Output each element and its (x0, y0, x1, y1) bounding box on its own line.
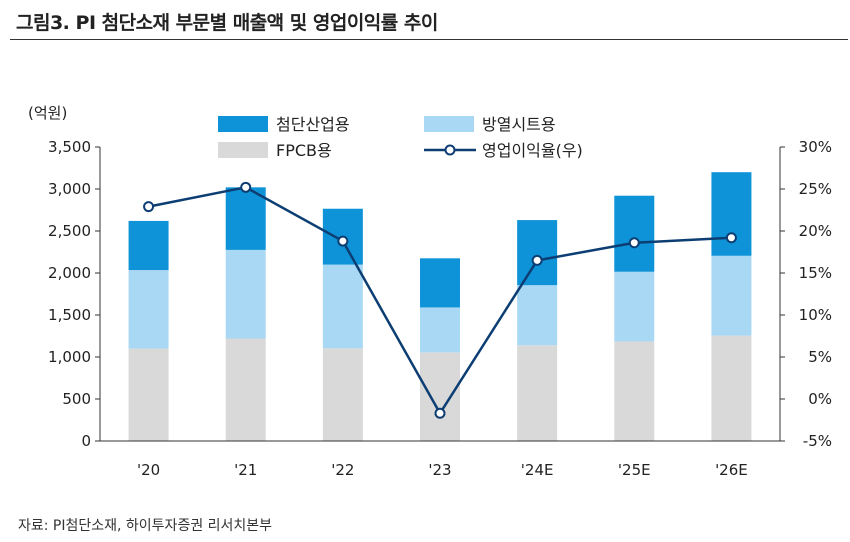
legend-label-첨단산업용: 첨단산업용 (276, 115, 350, 134)
bar-FPCB용-'24E (517, 345, 558, 441)
legend-marker (444, 144, 456, 156)
bar-방열시트용-'21 (225, 249, 266, 339)
bar-FPCB용-'26E (711, 335, 752, 441)
x-tick-label: '22 (331, 461, 354, 479)
legend-swatch-첨단산업용 (218, 116, 268, 132)
x-tick-label: '25E (618, 461, 651, 479)
x-tick-label: '26E (715, 461, 748, 479)
legend-label-영업이익율(우): 영업이익율(우) (482, 141, 583, 160)
operating-margin-point-'22 (337, 235, 349, 247)
operating-margin-point-'25E (628, 237, 640, 249)
y-right-tick-label: 5% (808, 348, 832, 366)
bar-첨단산업용-'20 (128, 220, 169, 271)
bar-FPCB용-'21 (225, 338, 266, 441)
y-right-tick-label: 25% (799, 180, 832, 198)
source-note: 자료: PI첨단소재, 하이투자증권 리서치본부 (18, 518, 273, 534)
x-tick-label: '21 (234, 461, 257, 479)
legend-swatch-FPCB용 (218, 142, 268, 158)
y-right-tick-label: 30% (799, 138, 832, 156)
y-right-tick-label: 15% (799, 264, 832, 282)
x-tick-label: '24E (521, 461, 554, 479)
y-left-tick-label: 500 (62, 390, 91, 408)
operating-margin-point-'21 (240, 181, 252, 193)
y-left-tick-label: 2,000 (48, 264, 91, 282)
y-left-tick-label: 3,500 (48, 138, 91, 156)
y-left-unit-label: (억원) (28, 104, 67, 122)
bar-방열시트용-'24E (517, 285, 558, 346)
bar-FPCB용-'22 (322, 348, 363, 441)
y-left-tick-label: 1,000 (48, 348, 91, 366)
legend-label-FPCB용: FPCB용 (276, 141, 332, 160)
legend-swatch-방열시트용 (424, 116, 474, 132)
bar-첨단산업용-'23 (420, 258, 460, 308)
bar-FPCB용-'20 (128, 348, 169, 441)
y-right-tick-label: 0% (808, 390, 832, 408)
bar-방열시트용-'25E (614, 271, 655, 342)
bar-방열시트용-'22 (322, 264, 363, 349)
y-left-tick-label: 2,500 (48, 222, 91, 240)
y-left-tick-label: 3,000 (48, 180, 91, 198)
operating-margin-point-'20 (143, 201, 155, 213)
operating-margin-point-'23 (434, 407, 446, 419)
operating-margin-point-'26E (725, 232, 737, 244)
x-tick-label: '23 (428, 461, 451, 479)
figure-title: 그림3. PI 첨단소재 부문별 매출액 및 영업이익률 추이 (16, 12, 438, 34)
title-divider (10, 39, 848, 40)
y-right-tick-label: 20% (799, 222, 832, 240)
bar-방열시트용-'23 (420, 307, 460, 353)
bar-첨단산업용-'21 (225, 187, 266, 250)
y-left-tick-label: 1,500 (48, 306, 91, 324)
bar-첨단산업용-'26E (711, 172, 752, 256)
y-right-tick-label: -5% (803, 432, 832, 450)
legend-label-방열시트용: 방열시트용 (482, 115, 556, 134)
bar-방열시트용-'20 (128, 270, 169, 349)
bar-방열시트용-'26E (711, 255, 752, 336)
operating-margin-point-'24E (531, 254, 543, 266)
bar-첨단산업용-'24E (517, 220, 558, 286)
x-tick-label: '20 (137, 461, 160, 479)
bar-첨단산업용-'25E (614, 195, 655, 272)
y-right-tick-label: 10% (799, 306, 832, 324)
y-left-tick-label: 0 (81, 432, 91, 450)
bar-FPCB용-'25E (614, 341, 655, 441)
bar-FPCB용-'23 (420, 352, 460, 441)
